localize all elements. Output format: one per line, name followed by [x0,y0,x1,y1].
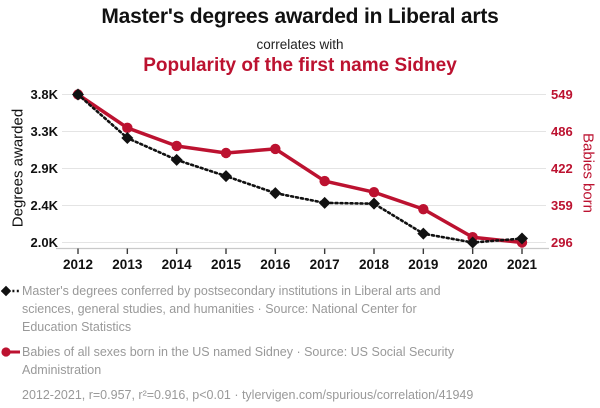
line-plot-svg [56,88,549,254]
y-tick-left: 2.0K [30,234,58,250]
x-tick-label: 2019 [408,257,439,272]
legend-entry-degrees-label: Master's degrees conferred by postsecond… [22,284,441,334]
y-tick-right: 486 [551,123,573,139]
legend-entry-babies-label: Babies of all sexes born in the US named… [22,345,455,377]
y-tick-right: 359 [551,197,573,213]
y-tick-left: 2.4K [30,197,58,213]
red-circle-solid-line-icon [1,347,20,357]
y-tick-right: 422 [551,160,573,176]
x-tick-label: 2014 [161,257,192,272]
correlates-with-text: correlates with [256,37,344,52]
y-tick-right: 549 [551,86,573,102]
stats-footnote: 2012-2021, r=0.957, r²=0.916, p<0.01 · t… [22,388,474,402]
y-tick-left: 2.9K [30,160,58,176]
chart-subtitle: Popularity of the first name Sidney [143,55,457,76]
x-tick-label: 2016 [260,257,291,272]
x-tick-label: 2013 [112,257,143,272]
x-tick-label: 2015 [210,257,242,272]
x-tick-label: 2018 [358,257,390,272]
x-tick-label: 2012 [62,257,94,272]
x-tick-label: 2017 [309,257,340,272]
y-tick-right: 296 [551,234,573,250]
x-tick-label: 2020 [457,257,488,272]
x-tick-label: 2021 [506,257,538,272]
legend-entry-degrees: Master's degrees conferred by postsecond… [0,282,596,336]
legend: Master's degrees conferred by postsecond… [0,282,596,404]
chart-title: Master's degrees awarded in Liberal arts [101,5,499,28]
y-tick-left: 3.3K [30,123,58,139]
black-diamond-dotted-line-icon [1,285,20,297]
legend-entry-babies: Babies of all sexes born in the US named… [0,343,596,379]
plot-area: Degrees awarded Babies born 3.8K 3.3K 2.… [0,85,600,280]
y-tick-left: 3.8K [30,86,58,102]
